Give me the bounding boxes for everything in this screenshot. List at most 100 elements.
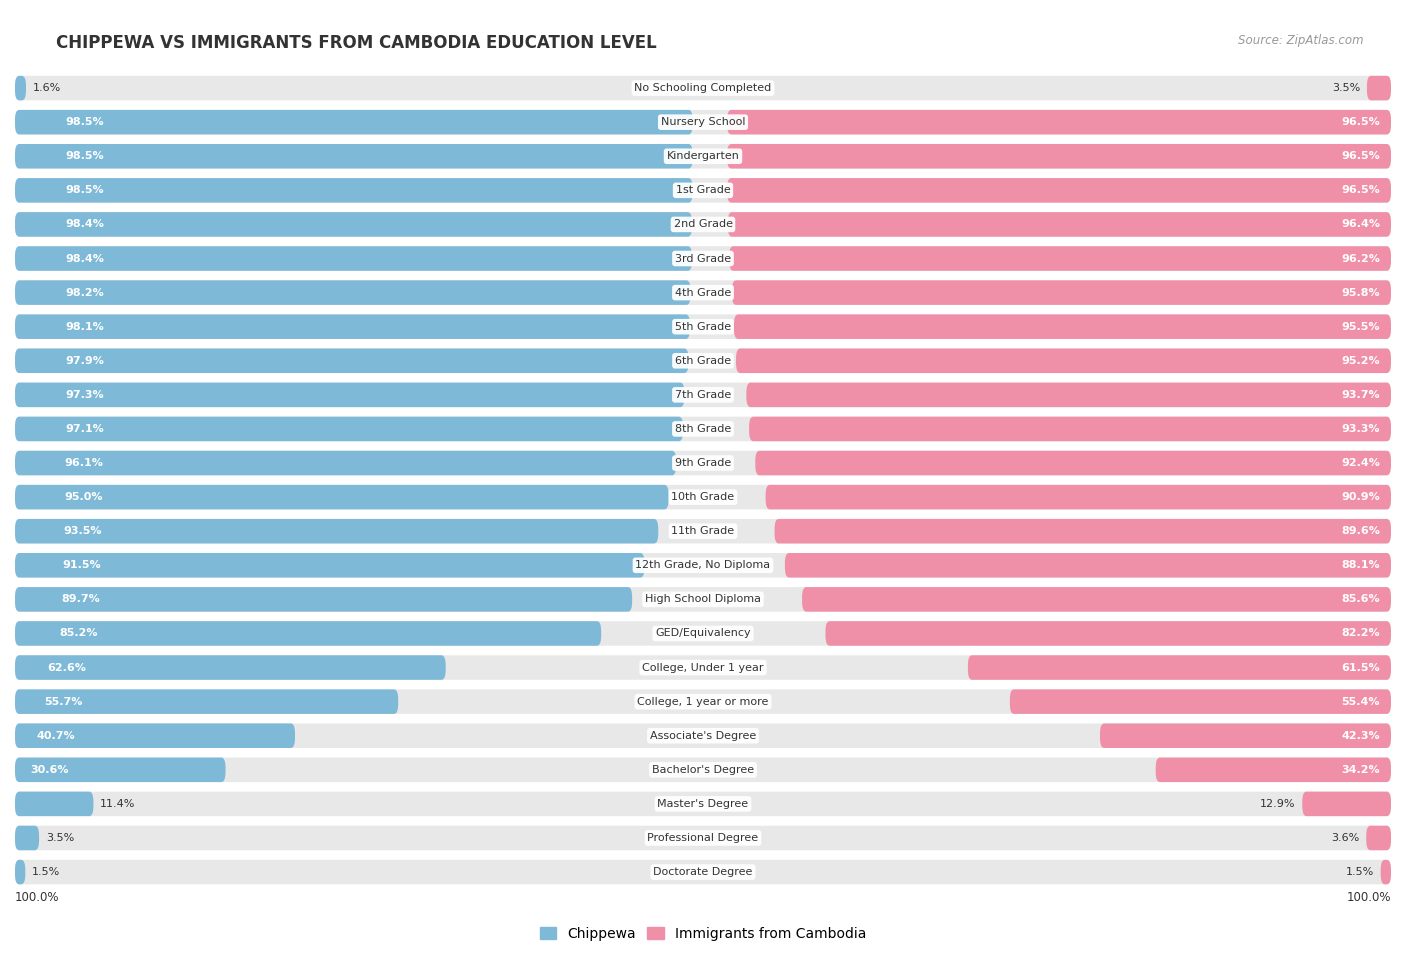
FancyBboxPatch shape [15,689,398,714]
FancyBboxPatch shape [15,178,693,203]
Text: 97.1%: 97.1% [65,424,104,434]
Text: No Schooling Completed: No Schooling Completed [634,83,772,93]
FancyBboxPatch shape [755,450,1391,475]
Text: 88.1%: 88.1% [1341,561,1381,570]
Text: 98.2%: 98.2% [66,288,104,297]
Text: 96.5%: 96.5% [1341,117,1381,127]
Text: CHIPPEWA VS IMMIGRANTS FROM CAMBODIA EDUCATION LEVEL: CHIPPEWA VS IMMIGRANTS FROM CAMBODIA EDU… [56,34,657,52]
Text: 1st Grade: 1st Grade [676,185,730,195]
FancyBboxPatch shape [775,519,1391,543]
FancyBboxPatch shape [15,281,690,305]
FancyBboxPatch shape [727,110,1391,135]
FancyBboxPatch shape [15,110,693,135]
Text: 95.0%: 95.0% [65,492,103,502]
FancyBboxPatch shape [15,758,225,782]
Text: 85.2%: 85.2% [59,629,97,639]
FancyBboxPatch shape [785,553,1391,577]
Text: Professional Degree: Professional Degree [647,833,759,843]
FancyBboxPatch shape [15,144,1391,169]
FancyBboxPatch shape [15,314,1391,339]
FancyBboxPatch shape [15,382,1391,408]
FancyBboxPatch shape [825,621,1391,645]
Text: 6th Grade: 6th Grade [675,356,731,366]
FancyBboxPatch shape [15,826,39,850]
FancyBboxPatch shape [967,655,1391,680]
FancyBboxPatch shape [1367,826,1391,850]
FancyBboxPatch shape [728,213,1391,237]
Text: 40.7%: 40.7% [37,730,75,741]
FancyBboxPatch shape [1367,76,1391,100]
Text: 1.6%: 1.6% [32,83,60,93]
Text: 98.5%: 98.5% [66,185,104,195]
Text: 93.5%: 93.5% [63,526,101,536]
Text: High School Diploma: High School Diploma [645,595,761,604]
FancyBboxPatch shape [801,587,1391,611]
FancyBboxPatch shape [15,144,693,169]
Text: 82.2%: 82.2% [1341,629,1381,639]
Text: 12th Grade, No Diploma: 12th Grade, No Diploma [636,561,770,570]
Text: College, 1 year or more: College, 1 year or more [637,696,769,707]
Text: 30.6%: 30.6% [31,764,69,775]
FancyBboxPatch shape [1156,758,1391,782]
FancyBboxPatch shape [15,178,1391,203]
Text: 98.4%: 98.4% [66,219,104,229]
Text: 7th Grade: 7th Grade [675,390,731,400]
FancyBboxPatch shape [15,213,692,237]
FancyBboxPatch shape [15,655,1391,680]
FancyBboxPatch shape [15,587,1391,611]
FancyBboxPatch shape [15,450,1391,475]
FancyBboxPatch shape [15,450,676,475]
Text: 95.8%: 95.8% [1341,288,1381,297]
Text: Doctorate Degree: Doctorate Degree [654,867,752,878]
Text: 34.2%: 34.2% [1341,764,1381,775]
Text: 93.3%: 93.3% [1341,424,1381,434]
Text: 97.9%: 97.9% [66,356,104,366]
Text: 98.5%: 98.5% [66,151,104,161]
Text: 9th Grade: 9th Grade [675,458,731,468]
FancyBboxPatch shape [15,553,644,577]
FancyBboxPatch shape [15,348,689,373]
Text: 89.6%: 89.6% [1341,526,1381,536]
FancyBboxPatch shape [15,860,1391,884]
Text: 1.5%: 1.5% [32,867,60,878]
Text: 96.1%: 96.1% [65,458,104,468]
FancyBboxPatch shape [766,485,1391,509]
FancyBboxPatch shape [1010,689,1391,714]
FancyBboxPatch shape [15,621,1391,645]
FancyBboxPatch shape [15,348,1391,373]
Text: 11th Grade: 11th Grade [672,526,734,536]
FancyBboxPatch shape [15,485,669,509]
Text: Associate's Degree: Associate's Degree [650,730,756,741]
Text: 96.5%: 96.5% [1341,185,1381,195]
FancyBboxPatch shape [734,314,1391,339]
Text: 96.2%: 96.2% [1341,254,1381,263]
Text: 1.5%: 1.5% [1346,867,1374,878]
Text: Source: ZipAtlas.com: Source: ZipAtlas.com [1239,34,1364,47]
Text: 97.3%: 97.3% [65,390,104,400]
Text: 96.5%: 96.5% [1341,151,1381,161]
FancyBboxPatch shape [15,860,25,884]
Text: 89.7%: 89.7% [62,595,100,604]
FancyBboxPatch shape [727,178,1391,203]
Text: 85.6%: 85.6% [1341,595,1381,604]
FancyBboxPatch shape [15,76,25,100]
FancyBboxPatch shape [15,76,1391,100]
Legend: Chippewa, Immigrants from Cambodia: Chippewa, Immigrants from Cambodia [534,921,872,946]
FancyBboxPatch shape [15,723,295,748]
Text: 3.6%: 3.6% [1331,833,1360,843]
FancyBboxPatch shape [749,416,1391,442]
FancyBboxPatch shape [730,247,1391,271]
FancyBboxPatch shape [15,213,1391,237]
FancyBboxPatch shape [15,416,683,442]
Text: 98.1%: 98.1% [66,322,104,332]
Text: 55.7%: 55.7% [44,696,82,707]
FancyBboxPatch shape [15,826,1391,850]
Text: 8th Grade: 8th Grade [675,424,731,434]
Text: 55.4%: 55.4% [1341,696,1381,707]
Text: College, Under 1 year: College, Under 1 year [643,663,763,673]
Text: 3.5%: 3.5% [1331,83,1360,93]
Text: 5th Grade: 5th Grade [675,322,731,332]
Text: GED/Equivalency: GED/Equivalency [655,629,751,639]
Text: 90.9%: 90.9% [1341,492,1381,502]
FancyBboxPatch shape [15,587,633,611]
